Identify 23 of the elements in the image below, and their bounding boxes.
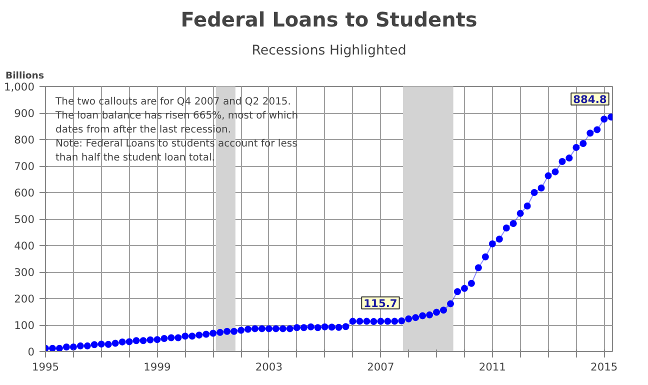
x-tick-label: 1999 (144, 360, 172, 374)
y-axis-title: Billions (6, 70, 44, 82)
y-tick-label: 800 (14, 134, 35, 146)
y-tick-label: 100 (14, 319, 35, 332)
y-tick-label: 900 (14, 107, 35, 120)
y-tick-label: 300 (14, 266, 35, 279)
y-tick-label: 700 (14, 160, 35, 173)
y-tick-label: 1,000 (4, 80, 35, 94)
x-tick-label: 1995 (32, 360, 60, 374)
x-tick-label: 2015 (590, 360, 618, 374)
y-tick-label: 200 (14, 292, 35, 306)
chart-subtitle: Recessions Highlighted (252, 44, 406, 58)
data-label: 884.8 (573, 93, 607, 106)
y-tick-label: 0 (28, 346, 35, 358)
y-tick-label: 500 (14, 213, 35, 226)
annotation: The two callouts are for Q4 2007 and Q2 2015. The loan balance has risen 665%, most of which dates from after the last recession. Note: Federal Loans to students account for less than half the student loan total. (54, 96, 298, 164)
y-tick-label: 600 (14, 186, 35, 200)
x-tick-label: 2003 (255, 360, 283, 374)
x-tick-label: 2011 (478, 360, 506, 374)
x-tick-label: 2007 (367, 360, 394, 374)
y-tick-label: 400 (14, 240, 35, 252)
data-label: 115.7 (364, 296, 398, 310)
chart-title: Federal Loans to Students (180, 8, 478, 32)
